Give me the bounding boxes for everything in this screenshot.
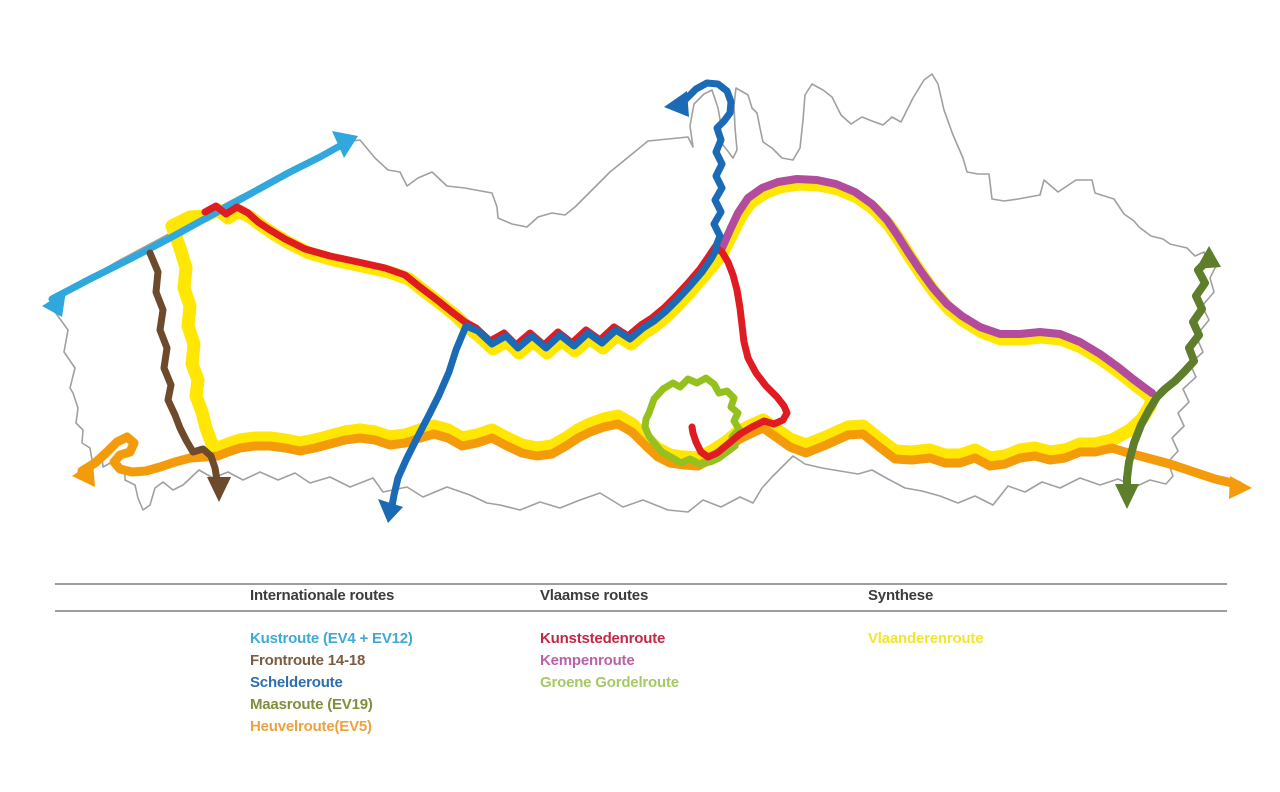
maasroute-path [1123, 258, 1210, 496]
legend-list-synthese: Vlaanderenroute [868, 628, 984, 650]
kunststedenroute-path [201, 202, 791, 461]
legend-header-international: Internationale routes [250, 587, 395, 604]
groene-gordelroute-path [641, 374, 743, 468]
legend-item-schelderoute: Schelderoute [250, 674, 343, 691]
kustroute-path [48, 139, 349, 303]
legend-item-heuvelroute: Heuvelroute(EV5) [250, 718, 372, 735]
heuvelroute-arrow-east [1229, 476, 1252, 499]
legend-header-synthese: Synthese [868, 587, 934, 604]
legend-item-vlaanderenroute: Vlaanderenroute [868, 630, 984, 647]
schelderoute-path [388, 79, 735, 510]
legend-item-frontroute: Frontroute 14-18 [250, 652, 366, 669]
kempenroute-path [718, 175, 1156, 397]
heuvelroute-arrow-west [72, 462, 95, 487]
legend-rule-top [55, 583, 1227, 585]
kustroute-arrow-sw [42, 291, 66, 317]
legend-list-international: Kustroute (EV4 + EV12) Frontroute 14-18 … [250, 628, 413, 738]
schelderoute-arrow-south [378, 499, 403, 523]
legend-item-maasroute: Maasroute (EV19) [250, 696, 373, 713]
schelderoute-arrow-north [664, 91, 689, 117]
legend-header-vlaamse: Vlaamse routes [540, 587, 649, 604]
legend-item-kunststedenroute: Kunststedenroute [540, 630, 666, 647]
legend-item-kempenroute: Kempenroute [540, 652, 635, 669]
legend-rule-bottom [55, 610, 1227, 612]
kustroute-arrow-ne [332, 131, 358, 158]
heuvelroute-path [77, 419, 1243, 490]
legend-list-vlaamse: Kunststedenroute Kempenroute Groene Gord… [540, 628, 679, 694]
maasroute-arrow-north [1196, 246, 1221, 269]
vlaanderenroute-path [165, 177, 1159, 465]
frontroute-path [146, 249, 222, 492]
maasroute-arrow-south [1115, 484, 1139, 509]
legend-item-groene-gordelroute: Groene Gordelroute [540, 674, 679, 691]
legend-item-kustroute: Kustroute (EV4 + EV12) [250, 630, 413, 647]
frontroute-arrow-south [207, 477, 231, 502]
